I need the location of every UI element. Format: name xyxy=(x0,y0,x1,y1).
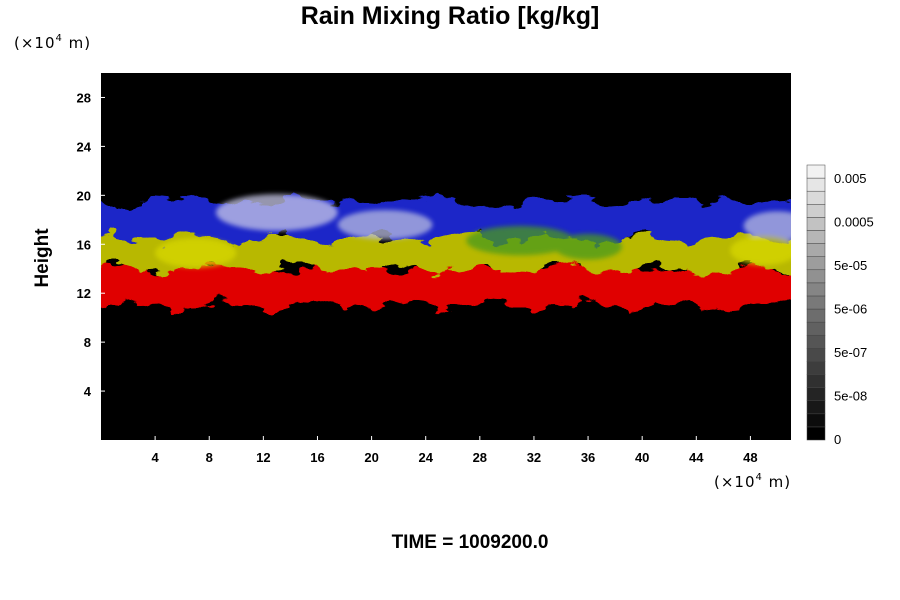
time-label: TIME = 1009200.0 xyxy=(391,532,549,553)
x-tick-label: 4 xyxy=(152,450,160,465)
colorbar: 0.005 0.0005 5e-05 5e-06 5e-07 5e-08 0 xyxy=(806,164,874,447)
y-unit-suffix: m) xyxy=(62,34,92,52)
x-tick-label: 24 xyxy=(418,450,433,465)
colorbar-swatch xyxy=(806,295,826,310)
x-tick-label: 32 xyxy=(527,450,541,465)
highlight-6 xyxy=(730,235,791,266)
highlight-3 xyxy=(466,225,575,256)
highlight-5 xyxy=(155,238,237,268)
y-unit-prefix: (×10 xyxy=(14,34,56,52)
y-tick-label: 4 xyxy=(84,384,92,399)
colorbar-label: 5e-08 xyxy=(834,389,867,404)
field-highlights xyxy=(155,194,791,268)
x-tick-label: 28 xyxy=(473,450,487,465)
colorbar-swatch xyxy=(806,361,826,375)
y-tick-label: 16 xyxy=(77,237,91,252)
colorbar-swatch xyxy=(806,374,826,388)
colorbar-swatch xyxy=(806,230,826,244)
colorbar-label: 5e-07 xyxy=(834,345,867,360)
x-axis-unit: (×104 m) xyxy=(714,472,791,491)
x-tick-label: 20 xyxy=(364,450,378,465)
x-unit-exponent: 4 xyxy=(755,472,763,483)
colorbar-swatch xyxy=(806,321,826,336)
colorbar-swatch xyxy=(806,282,826,297)
y-tick-label: 28 xyxy=(77,90,91,105)
x-tick-label: 16 xyxy=(310,450,324,465)
band-red xyxy=(101,259,791,314)
colorbar-label: 0.005 xyxy=(834,171,867,186)
x-tick-label: 12 xyxy=(256,450,270,465)
x-tick-label: 48 xyxy=(743,450,757,465)
colorbar-swatch xyxy=(806,387,826,401)
colorbar-label: 5e-06 xyxy=(834,302,867,317)
colorbar-swatch xyxy=(806,334,826,349)
chart-title: Rain Mixing Ratio [kg/kg] xyxy=(300,2,600,30)
y-tick-label: 20 xyxy=(77,188,91,203)
y-tick-label: 24 xyxy=(77,139,92,154)
colorbar-swatch xyxy=(806,177,826,192)
band-red-shape xyxy=(101,259,791,314)
highlight-1 xyxy=(337,210,433,240)
colorbar-swatch xyxy=(806,190,826,205)
colorbar-label: 5e-05 xyxy=(834,258,867,273)
x-unit-suffix: m) xyxy=(762,473,792,491)
x-tick-label: 40 xyxy=(635,450,649,465)
colorbar-swatch xyxy=(806,400,826,415)
colorbar-swatch xyxy=(806,217,826,231)
colorbar-swatch xyxy=(806,243,826,257)
x-tick-label: 8 xyxy=(206,450,213,465)
y-tick-label: 8 xyxy=(84,335,91,350)
colorbar-label: 0 xyxy=(834,432,841,447)
y-unit-exponent: 4 xyxy=(55,33,63,44)
colorbar-swatch xyxy=(806,256,826,271)
colorbar-swatch xyxy=(806,413,826,428)
colorbar-swatch xyxy=(806,269,826,284)
colorbar-swatch xyxy=(806,348,826,362)
x-unit-prefix: (×10 xyxy=(714,473,756,491)
colorbar-label: 0.0005 xyxy=(834,215,874,230)
highlight-0 xyxy=(216,194,338,231)
highlight-2 xyxy=(743,211,791,241)
colorbar-swatch xyxy=(806,204,826,218)
colorbar-swatch xyxy=(806,164,826,179)
colorbar-swatch xyxy=(806,426,826,441)
x-tick-label: 44 xyxy=(689,450,704,465)
y-axis: 4 8 12 16 20 24 28 xyxy=(77,90,105,399)
x-tick-label: 36 xyxy=(581,450,595,465)
highlight-4 xyxy=(554,233,622,260)
y-axis-unit: (×104 m) xyxy=(14,33,91,52)
rain-field xyxy=(101,194,791,314)
x-axis: 4 8 12 16 20 24 28 32 36 40 44 48 xyxy=(152,436,758,465)
colorbar-swatch xyxy=(806,308,826,323)
y-tick-label: 12 xyxy=(77,286,91,301)
